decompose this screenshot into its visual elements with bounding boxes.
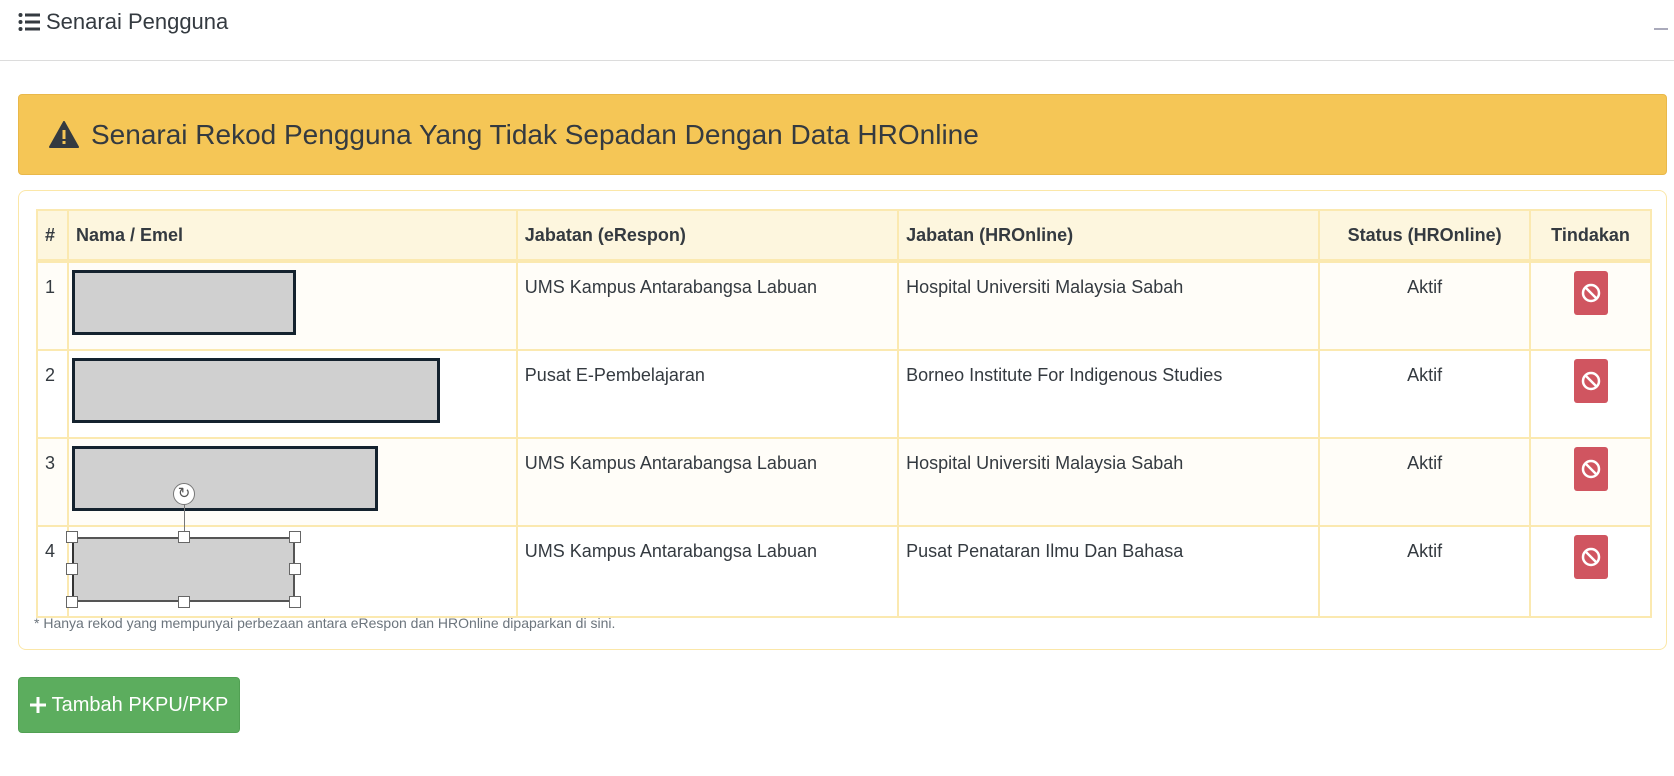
name-cell [66, 260, 518, 351]
jabatan-hronline: Borneo Institute For Indigenous Studies [897, 349, 1321, 439]
redacted-name [71, 358, 440, 423]
jabatan-hronline: Pusat Penataran Ilmu Dan Bahasa [897, 525, 1321, 618]
row-number: 2 [36, 349, 69, 439]
col-action: Tindakan [1529, 209, 1652, 263]
redacted-name [71, 270, 296, 335]
plus-icon [29, 697, 46, 713]
table-header-row: # Nama / Emel Jabatan (eRespon) Jabatan … [36, 209, 1652, 263]
records-card: # Nama / Emel Jabatan (eRespon) Jabatan … [18, 190, 1667, 650]
action-cell [1529, 437, 1652, 527]
minimize-icon[interactable] [1654, 28, 1668, 30]
table-row: 3 UMS Kampus Antarabangsa Labuan Hospita… [36, 437, 1652, 527]
status: Aktif [1318, 349, 1532, 439]
resize-handle[interactable] [288, 531, 301, 543]
warning-alert: Senarai Rekod Pengguna Yang Tidak Sepada… [18, 94, 1667, 175]
status: Aktif [1318, 437, 1532, 527]
resize-handle[interactable] [288, 563, 301, 575]
col-jabatan-erespon: Jabatan (eRespon) [515, 209, 900, 263]
jabatan-erespon: Pusat E-Pembelajaran [515, 349, 900, 439]
deactivate-button[interactable] [1573, 535, 1608, 579]
col-no: # [36, 209, 69, 263]
action-cell [1529, 349, 1652, 439]
selected-redaction-box[interactable]: ↻ [65, 483, 301, 608]
name-cell [66, 349, 518, 439]
resize-handle[interactable] [65, 596, 78, 608]
resize-handle[interactable] [65, 531, 78, 543]
add-pkpu-button[interactable]: Tambah PKPU/PKP [18, 677, 240, 733]
deactivate-button[interactable] [1573, 271, 1608, 315]
status: Aktif [1318, 525, 1532, 618]
jabatan-erespon: UMS Kampus Antarabangsa Labuan [515, 525, 900, 618]
col-status: Status (HROnline) [1318, 209, 1532, 263]
panel-title-text: Senarai Pengguna [46, 9, 229, 34]
ban-icon [1581, 371, 1600, 391]
ban-icon [1581, 547, 1600, 567]
col-jabatan-hronline: Jabatan (HROnline) [897, 209, 1321, 263]
deactivate-button[interactable] [1573, 359, 1608, 403]
status: Aktif [1318, 260, 1532, 351]
alert-text: Senarai Rekod Pengguna Yang Tidak Sepada… [91, 118, 979, 150]
add-pkpu-label: Tambah PKPU/PKP [51, 693, 229, 716]
list-icon [18, 13, 40, 31]
row-number: 4 [36, 525, 69, 618]
resize-handle[interactable] [177, 596, 190, 608]
rotate-stem [183, 503, 185, 531]
deactivate-button[interactable] [1573, 447, 1608, 491]
row-number: 1 [36, 260, 69, 351]
ban-icon [1581, 283, 1600, 303]
panel-title: Senarai Pengguna [18, 9, 228, 35]
row-number: 3 [36, 437, 69, 527]
panel-header: Senarai Pengguna [0, 0, 1674, 61]
ban-icon [1581, 459, 1600, 479]
name-cell: ↻ [65, 483, 518, 618]
jabatan-erespon: UMS Kampus Antarabangsa Labuan [515, 437, 900, 527]
jabatan-hronline: Hospital Universiti Malaysia Sabah [897, 260, 1321, 351]
table-row: 4 ↻ UMS Kampus Antarabangsa Labuan Pusat… [36, 483, 1652, 618]
name-cell [66, 437, 518, 527]
warning-icon [49, 121, 79, 148]
table-row: 2 Pusat E-Pembelajaran Borneo Institute … [36, 349, 1652, 439]
resize-handle[interactable] [177, 531, 190, 543]
footnote: * Hanya rekod yang mempunyai perbezaan a… [34, 615, 616, 631]
resize-handle[interactable] [65, 563, 78, 575]
rotate-handle-icon[interactable]: ↻ [172, 483, 195, 505]
action-cell [1529, 525, 1652, 618]
jabatan-hronline: Hospital Universiti Malaysia Sabah [897, 437, 1321, 527]
jabatan-erespon: UMS Kampus Antarabangsa Labuan [515, 260, 900, 351]
resize-handle[interactable] [288, 596, 301, 608]
action-cell [1529, 260, 1652, 351]
table-row: 1 UMS Kampus Antarabangsa Labuan Hospita… [36, 260, 1652, 351]
mismatch-table: # Nama / Emel Jabatan (eRespon) Jabatan … [36, 209, 1652, 618]
redacted-name [71, 446, 378, 511]
col-name: Nama / Emel [66, 209, 518, 263]
